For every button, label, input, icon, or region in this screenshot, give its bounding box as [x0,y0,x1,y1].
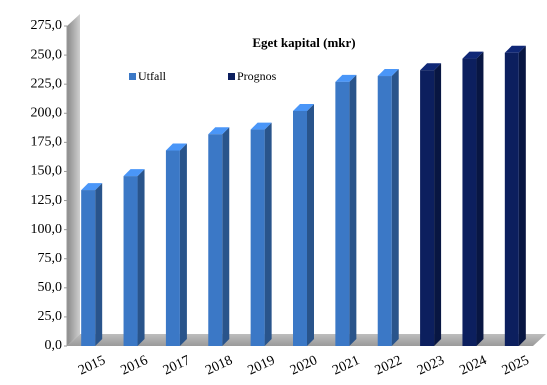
y-tick-label: 200,0 [31,105,63,120]
legend-swatch [129,73,136,80]
bar-side [434,63,442,347]
bar-top [165,143,187,151]
side-wall [67,14,80,346]
bar-side [349,74,357,346]
bar [504,52,519,346]
bar-top [335,74,357,82]
bar [81,190,96,346]
bar-top [504,45,526,53]
x-tick-label: 2021 [330,353,362,378]
y-tick-label: 225,0 [31,76,63,91]
bar [377,76,392,346]
x-tick-label: 2022 [373,353,405,378]
legend-swatch [228,73,235,80]
bar-side [307,103,314,346]
bar [420,70,435,346]
bar-side [179,143,187,346]
bar-top [377,69,399,77]
bar [208,134,223,346]
y-tick-label: 150,0 [31,164,63,179]
bar-side [95,183,103,346]
bar [462,58,477,346]
y-tick-label: 250,0 [31,47,63,62]
y-tick-label: 25,0 [38,309,63,324]
bar-side [137,169,145,346]
bar-side [518,45,526,346]
bar-top [420,63,442,71]
y-tick-label: 100,0 [31,222,63,237]
x-tick-label: 2019 [246,353,278,378]
y-tick-label: 125,0 [31,193,63,208]
y-tick-label: 75,0 [38,251,63,266]
bar-top [293,103,314,111]
y-tick-label: 50,0 [38,280,63,295]
bar [293,110,307,346]
x-tick-label: 2017 [161,353,193,378]
chart-title: Eget kapital (mkr) [252,35,355,50]
bar-top [250,122,272,130]
y-tick-label: 175,0 [31,135,63,150]
bar [123,176,138,346]
x-tick-label: 2024 [457,353,489,378]
x-tick-label: 2018 [203,353,235,378]
bar-top [123,169,145,177]
x-tick-label: 2023 [415,353,447,378]
legend-label: Prognos [237,69,277,83]
bar-side [222,127,230,346]
bar [165,150,180,346]
x-tick-label: 2025 [500,353,532,378]
bar-top [462,51,484,59]
bar [335,81,350,346]
bar-top [81,183,103,191]
bar-side [476,51,484,346]
y-tick-label: 0,0 [45,338,63,353]
bar-side [264,122,272,347]
y-tick-label: 275,0 [31,18,63,33]
bar [250,129,265,346]
x-tick-label: 2015 [76,353,108,378]
x-tick-label: 2020 [288,353,320,378]
x-tick-label: 2016 [119,353,151,378]
legend-label: Utfall [138,69,167,83]
bar-top [208,127,230,135]
bar-side [391,69,399,346]
